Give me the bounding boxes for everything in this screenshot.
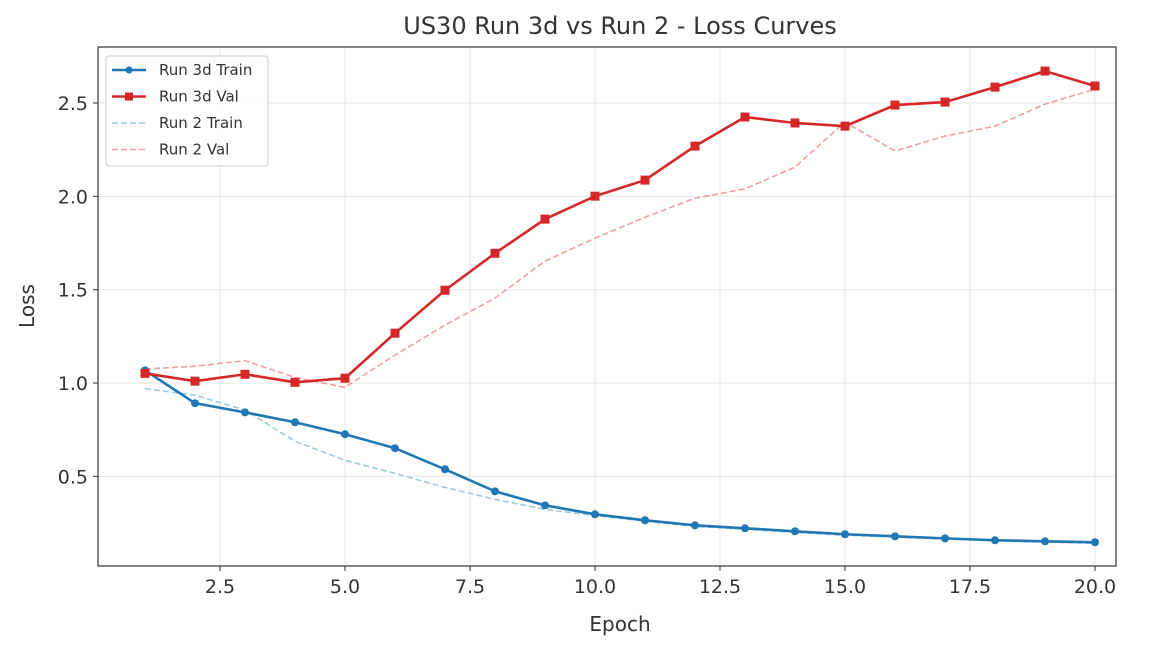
x-tick-label: 10.0	[574, 576, 616, 598]
x-tick-label: 2.5	[205, 576, 235, 598]
data-point	[640, 175, 650, 185]
data-point	[790, 118, 800, 128]
legend-marker	[125, 66, 133, 74]
data-point	[791, 527, 799, 536]
x-axis-label: Epoch	[589, 612, 650, 636]
data-point	[491, 487, 499, 496]
x-tick-label: 12.5	[699, 576, 741, 598]
ticks: 2.5 5.0 7.5 10.0 12.5 15.0 17.5 20.0 0.5 1.0 1.5 2.…	[58, 93, 1116, 598]
series-line-run-2-val	[144, 88, 1096, 389]
data-point	[991, 536, 999, 545]
y-tick-label: 0.5	[58, 466, 88, 488]
data-point	[190, 376, 200, 386]
legend-label: Run 3d Val	[159, 88, 239, 106]
x-tick-label: 20.0	[1074, 576, 1116, 598]
data-point	[641, 516, 649, 525]
y-tick-label: 2.0	[58, 186, 88, 208]
data-point	[590, 191, 600, 201]
plot-frame	[97, 46, 1117, 567]
data-point	[241, 408, 249, 417]
data-point	[291, 418, 299, 427]
data-point	[690, 141, 700, 151]
x-tick-label: 15.0	[824, 576, 866, 598]
y-tick-label: 1.0	[58, 373, 88, 395]
data-point	[741, 524, 749, 533]
data-point	[541, 501, 549, 510]
legend: Run 3d Train Run 3d Val Run 2 Train Run 2 V…	[105, 55, 269, 167]
y-tick-label: 2.5	[58, 93, 88, 115]
y-axis-label: Loss	[15, 284, 39, 328]
data-point	[1090, 81, 1100, 91]
data-point	[840, 121, 850, 131]
x-tick-label: 5.0	[330, 576, 360, 598]
data-point	[941, 534, 949, 543]
x-tick-label: 7.5	[455, 576, 485, 598]
data-point	[540, 214, 550, 224]
series-line-run-3d-val	[144, 69, 1096, 384]
data-point	[1040, 66, 1050, 76]
data-point	[441, 465, 449, 474]
data-point	[390, 328, 400, 338]
data-point	[391, 444, 399, 453]
data-point	[890, 100, 900, 110]
y-tick-label: 1.5	[58, 280, 88, 302]
data-point	[191, 399, 199, 408]
data-point	[490, 248, 500, 258]
data-point	[290, 377, 300, 387]
legend-label: Run 3d Train	[159, 61, 252, 79]
data-point	[591, 510, 599, 519]
legend-label: Run 2 Train	[159, 114, 243, 132]
data-point	[691, 521, 699, 530]
legend-label: Run 2 Val	[159, 141, 229, 159]
chart-title: US30 Run 3d vs Run 2 - Loss Curves	[403, 12, 837, 40]
data-point	[841, 530, 849, 539]
data-point	[1091, 538, 1099, 547]
data-point	[140, 368, 150, 378]
data-point	[1041, 537, 1049, 546]
series-line-run-2-train	[144, 387, 1096, 545]
data-point	[990, 82, 1000, 92]
data-point	[740, 112, 750, 122]
series-line-run-3d-train	[144, 369, 1096, 544]
x-tick-label: 17.5	[949, 576, 991, 598]
data-point	[341, 430, 349, 439]
data-point	[240, 369, 250, 379]
data-point	[940, 97, 950, 107]
data-point	[340, 373, 350, 383]
data-point	[891, 532, 899, 541]
legend-marker	[125, 92, 133, 101]
series-lines	[140, 66, 1100, 547]
legend-box	[105, 55, 269, 167]
data-point	[440, 285, 450, 295]
